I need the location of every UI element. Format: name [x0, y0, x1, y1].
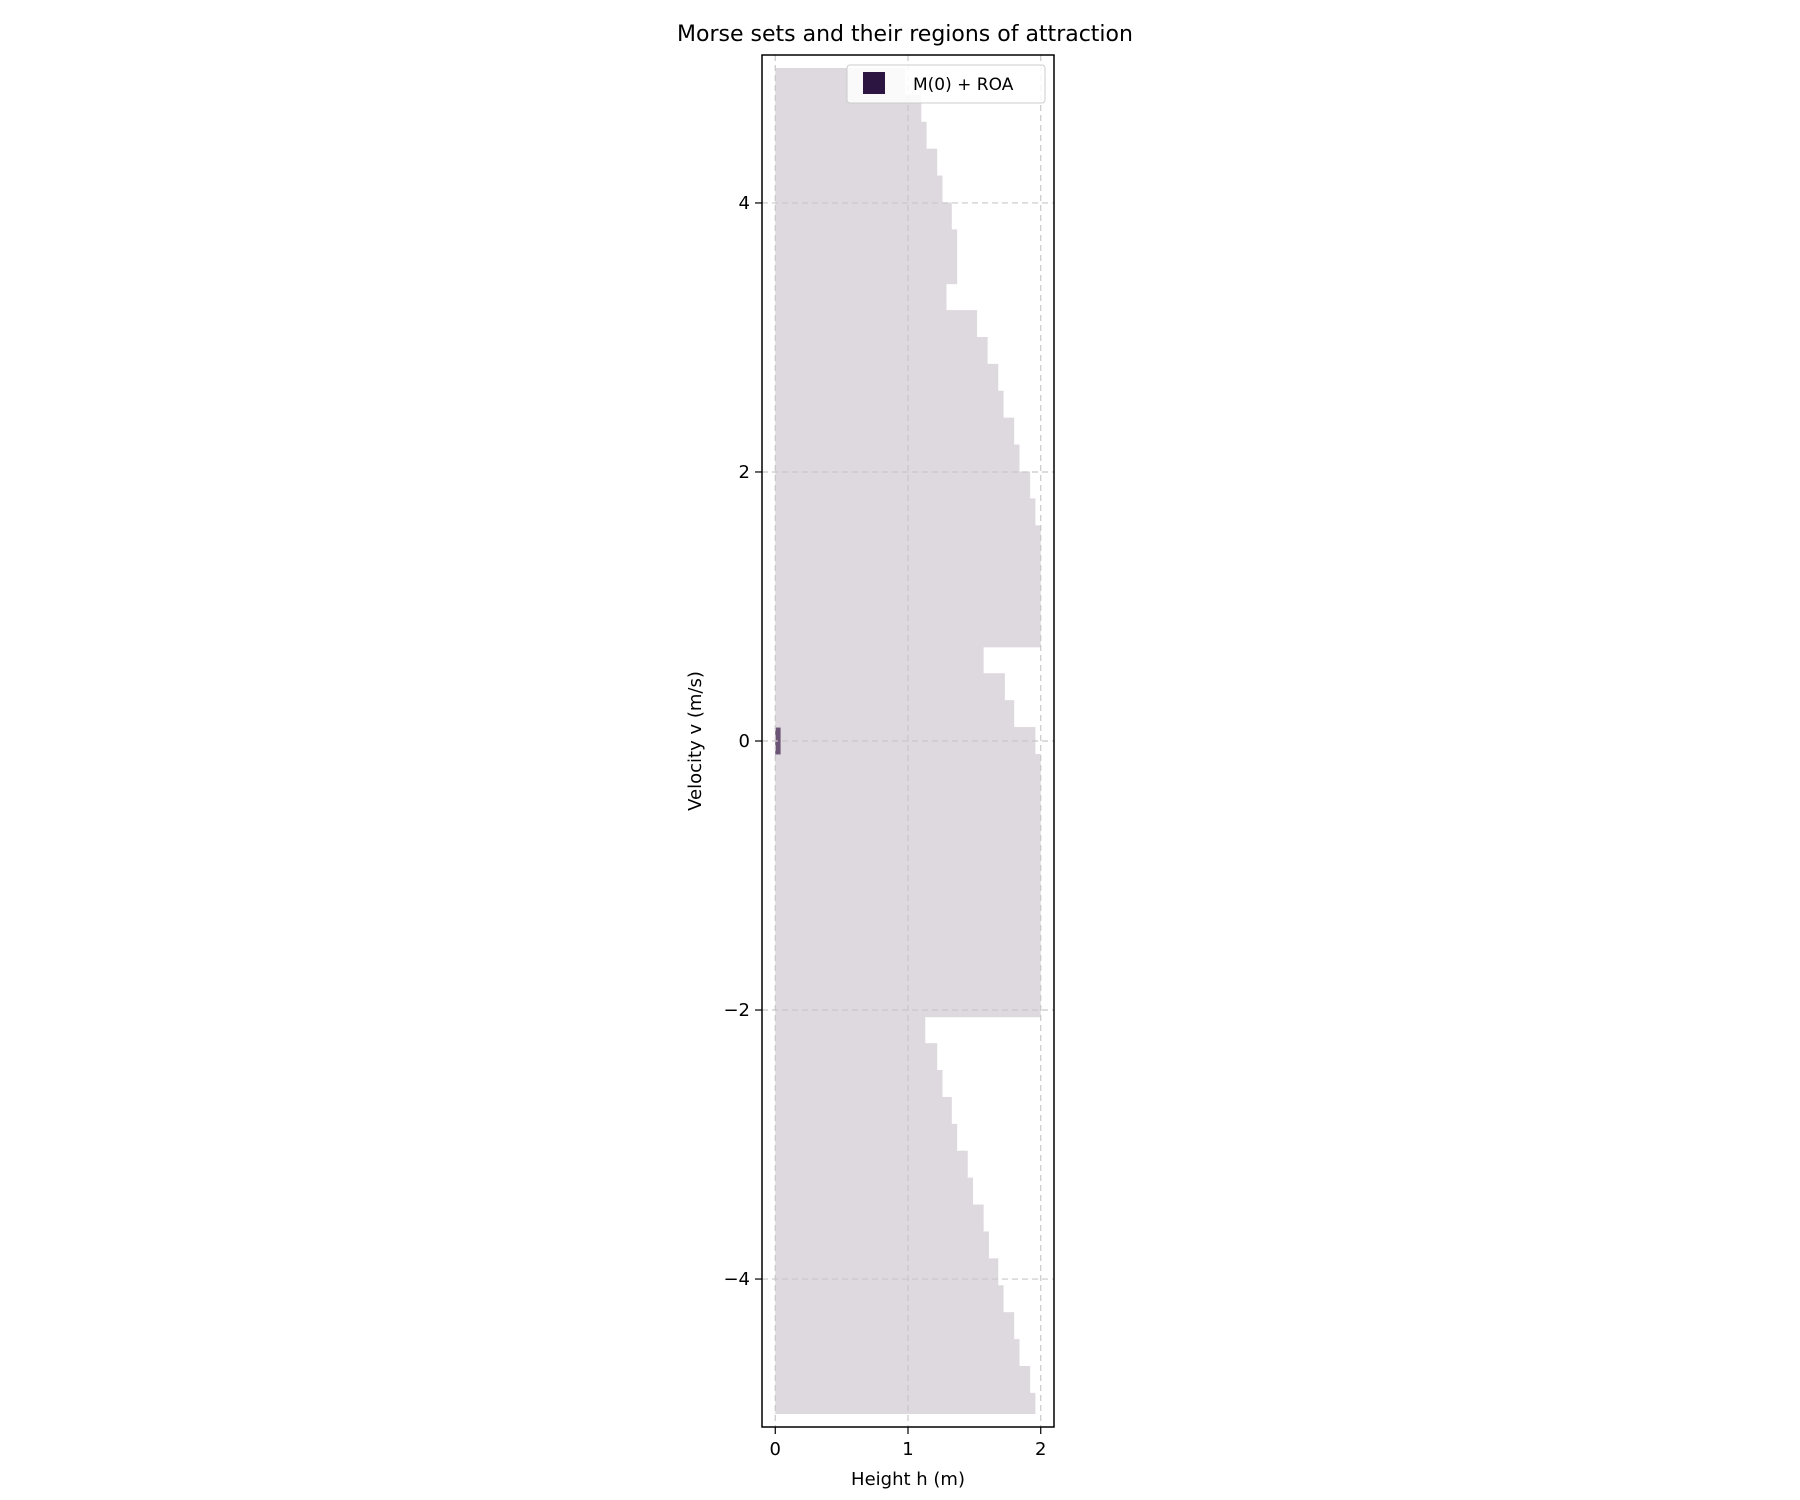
y-axis-label: Velocity v (m/s)	[685, 671, 706, 811]
x-tick-label: 2	[1035, 1439, 1046, 1460]
y-tick-label: −2	[723, 1000, 750, 1021]
roa-cell	[775, 148, 938, 177]
roa-cell	[775, 336, 988, 365]
x-tick-label: 1	[902, 1439, 913, 1460]
y-tick-label: 4	[739, 193, 750, 214]
roa-cell	[775, 363, 999, 392]
roa-cell	[775, 1258, 999, 1287]
roa-cell	[775, 1096, 952, 1125]
roa-cell	[775, 1392, 1036, 1415]
roa-cell	[775, 1285, 1004, 1314]
roa-cell	[775, 471, 1031, 500]
roa-cell	[775, 1231, 989, 1260]
x-tick-label: 0	[770, 1439, 781, 1460]
x-axis-label: Height h (m)	[851, 1469, 965, 1490]
roa-cell	[775, 229, 958, 258]
roa-cell	[775, 1365, 1031, 1394]
roa-cell	[775, 202, 952, 231]
chart-title: Morse sets and their regions of attracti…	[677, 22, 1133, 47]
legend: M(0) + ROA	[846, 64, 1046, 104]
roa-cell	[775, 1123, 958, 1152]
roa-cell	[775, 121, 927, 150]
y-tick-label: −4	[723, 1269, 750, 1290]
axis-ticks: 0 1 2 −4 −2 0 2 4	[723, 193, 1046, 1460]
roa-cell	[775, 1070, 943, 1098]
roa-cell	[775, 1339, 1020, 1367]
legend-label: M(0) + ROA	[913, 75, 1014, 95]
roa-cell	[775, 1312, 1015, 1341]
roa-cell	[775, 1150, 968, 1179]
grid-lines	[762, 55, 1054, 1427]
roa-cell	[775, 417, 1015, 446]
roa-cell	[775, 1204, 984, 1233]
roa-cell	[775, 175, 943, 204]
roa-cell	[775, 444, 1020, 473]
roa-cell	[775, 310, 978, 338]
roa-cell	[775, 673, 1005, 702]
y-tick-label: 2	[739, 462, 750, 483]
roa-region	[775, 67, 1041, 1415]
roa-cell	[775, 1043, 938, 1072]
roa-cell	[775, 256, 958, 285]
roa-cell	[775, 1016, 926, 1045]
legend-box	[846, 64, 1046, 104]
roa-cell	[775, 646, 984, 675]
legend-swatch	[863, 72, 885, 94]
roa-cell	[775, 498, 1036, 527]
roa-cell	[775, 700, 1015, 729]
roa-cell	[775, 1177, 974, 1206]
y-tick-label: 0	[739, 731, 750, 752]
roa-cell	[775, 283, 947, 312]
roa-cell	[775, 390, 1004, 419]
